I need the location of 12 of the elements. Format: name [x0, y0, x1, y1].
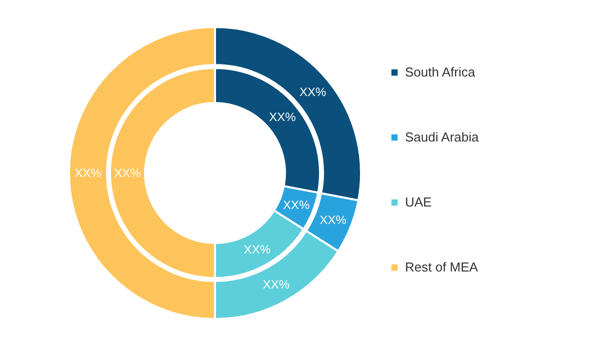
legend-label: Rest of MEA	[405, 260, 478, 274]
data-label: XX%	[269, 110, 296, 124]
data-label: XX%	[74, 166, 102, 180]
data-label: XX%	[244, 242, 271, 257]
legend-label: Saudi Arabia	[405, 130, 480, 144]
legend-label: UAE	[405, 194, 432, 210]
data-label: XX%	[300, 85, 327, 100]
data-label: XX%	[283, 198, 310, 212]
data-label: XX%	[320, 212, 347, 227]
data-label: XX%	[262, 277, 290, 292]
data-label: XX%	[114, 166, 142, 180]
legend-label: South Africa	[405, 64, 476, 80]
